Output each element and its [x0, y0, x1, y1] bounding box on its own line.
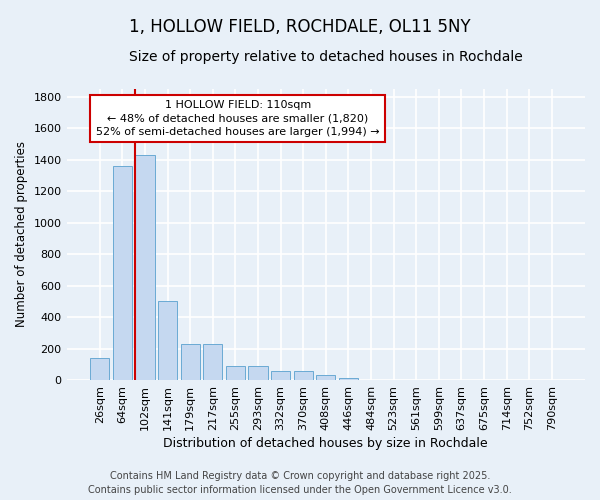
X-axis label: Distribution of detached houses by size in Rochdale: Distribution of detached houses by size …	[163, 437, 488, 450]
Bar	[158, 302, 177, 380]
Bar	[316, 376, 335, 380]
Bar	[136, 155, 155, 380]
Title: Size of property relative to detached houses in Rochdale: Size of property relative to detached ho…	[129, 50, 523, 64]
Text: 1, HOLLOW FIELD, ROCHDALE, OL11 5NY: 1, HOLLOW FIELD, ROCHDALE, OL11 5NY	[129, 18, 471, 36]
Bar	[181, 344, 200, 380]
Bar	[203, 344, 223, 380]
Text: 1 HOLLOW FIELD: 110sqm
← 48% of detached houses are smaller (1,820)
52% of semi-: 1 HOLLOW FIELD: 110sqm ← 48% of detached…	[96, 100, 379, 137]
Text: Contains HM Land Registry data © Crown copyright and database right 2025.
Contai: Contains HM Land Registry data © Crown c…	[88, 471, 512, 495]
Bar	[293, 372, 313, 380]
Bar	[248, 366, 268, 380]
Bar	[226, 366, 245, 380]
Bar	[339, 378, 358, 380]
Bar	[113, 166, 132, 380]
Bar	[271, 372, 290, 380]
Bar	[90, 358, 109, 380]
Y-axis label: Number of detached properties: Number of detached properties	[15, 142, 28, 328]
